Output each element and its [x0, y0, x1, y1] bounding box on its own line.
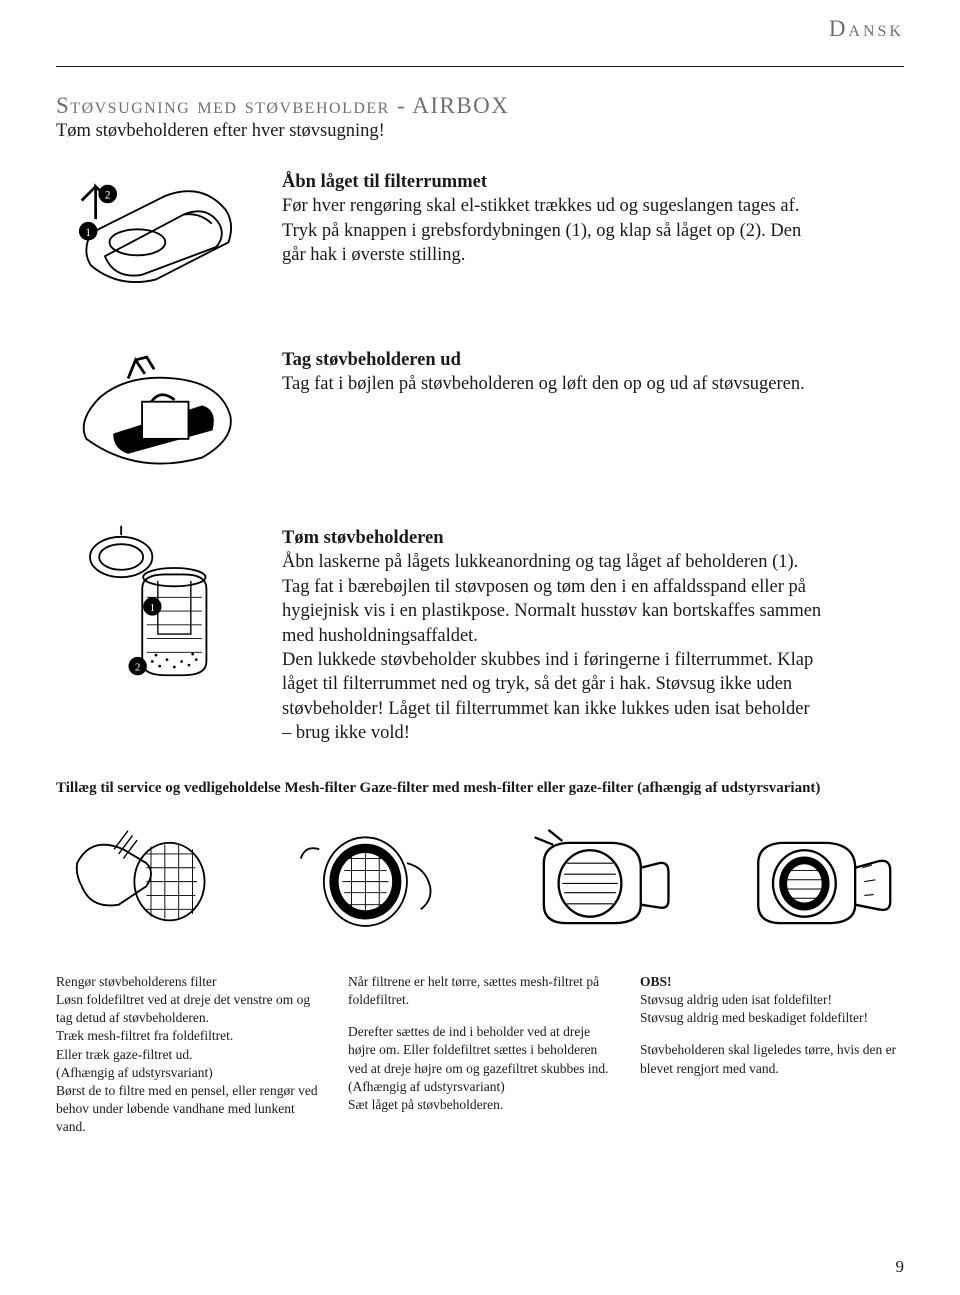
section-subtitle: Tøm støvbeholderen efter hver støvsugnin… [56, 121, 904, 142]
illustration-gauze-filter-2 [714, 817, 904, 937]
appendix-col-2: Når filtrene er helt tørre, sættes mesh-… [348, 973, 612, 1151]
illustration-empty-container: 1 2 [62, 524, 250, 689]
language-label: Dansk [829, 16, 904, 42]
appendix-col-3: OBS! Støvsug aldrig uden isat foldefilte… [640, 973, 904, 1151]
illustration-remove-container [62, 346, 250, 476]
section-title: Støvsugning med støvbeholder - AIRBOX [56, 93, 904, 119]
appendix-heading: Tillæg til service og vedligeholdelse Me… [56, 780, 904, 797]
svg-text:1: 1 [150, 602, 156, 614]
col3-obs: OBS! [640, 974, 672, 989]
step-empty-container: 1 2 Tøm støvbeholderen Åbn laskerne på l… [56, 524, 904, 746]
illustration-open-lid: 1 2 [62, 168, 250, 298]
step1-heading: Åbn låget til filterrummet [282, 172, 487, 192]
appendix-col-1: Rengør støvbeholderens filter Løsn folde… [56, 973, 320, 1151]
step3-heading: Tøm støvbeholderen [282, 528, 444, 548]
illustration-brush-filter [56, 817, 246, 937]
col2-p2: Derefter sættes de ind i beholder ved at… [348, 1023, 612, 1114]
step1-body: Før hver rengøring skal el-stikket trækk… [282, 196, 801, 265]
svg-text:2: 2 [105, 190, 111, 202]
step3-body: Åbn laskerne på lågets lukkeanordning og… [282, 552, 821, 743]
step2-heading: Tag støvbeholderen ud [282, 350, 461, 370]
col1-p1: Rengør støvbeholderens filter Løsn folde… [56, 973, 320, 1137]
col3-p1: Støvsug aldrig uden isat foldefilter! St… [640, 992, 868, 1025]
col3-p2: Støvbeholderen skal ligeledes tørre, hvi… [640, 1041, 904, 1077]
illustration-mesh-remove [275, 817, 465, 937]
step-remove-container: Tag støvbeholderen ud Tag fat i bøjlen p… [56, 346, 904, 476]
svg-text:2: 2 [135, 662, 141, 674]
step2-body: Tag fat i bøjlen på støvbeholderen og lø… [282, 374, 805, 394]
svg-text:1: 1 [85, 227, 91, 239]
appendix-illustrations [56, 817, 904, 937]
illustration-gauze-filter-1 [495, 817, 685, 937]
appendix-columns: Rengør støvbeholderens filter Løsn folde… [56, 973, 904, 1151]
col2-p1: Når filtrene er helt tørre, sættes mesh-… [348, 973, 612, 1009]
header-rule [56, 66, 904, 67]
step-open-lid: 1 2 Åbn låget til filterrummet Før hver … [56, 168, 904, 298]
page-number: 9 [896, 1257, 905, 1277]
